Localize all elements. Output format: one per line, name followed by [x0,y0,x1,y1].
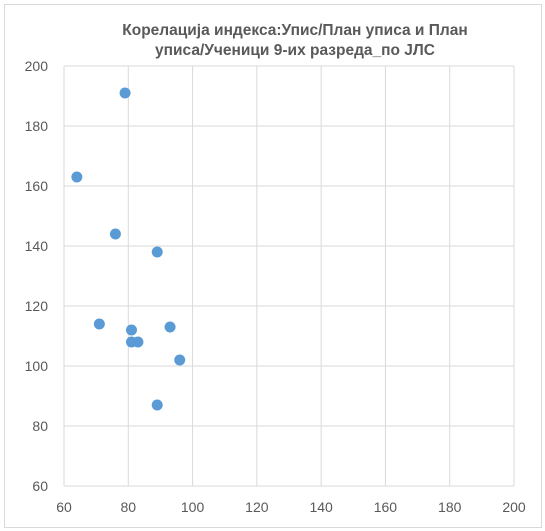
y-tick-label: 120 [25,298,49,314]
y-tick-label: 160 [25,178,49,194]
data-point [174,354,186,366]
x-tick-label: 200 [502,499,526,515]
data-point [93,318,105,330]
data-point [132,336,144,348]
x-tick-label: 80 [120,499,136,515]
y-tick-label: 80 [32,418,48,434]
x-tick-label: 60 [56,499,72,515]
x-tick-label: 140 [309,499,333,515]
x-tick-label: 180 [438,499,462,515]
chart-title-line-2: уписа/Ученици 9-их разреда_по ЈЛС [155,42,435,59]
data-point [126,324,137,336]
y-tick-label: 140 [25,238,49,254]
y-tick-label: 60 [32,478,48,494]
data-point [164,321,176,333]
x-tick-label: 160 [374,499,398,515]
gridlines [63,65,515,487]
chart-title-line-1: Корелација индекса:Упис/План уписа и Пла… [122,22,468,39]
data-point [109,228,121,240]
x-axis-tick-labels: 60 80 100 120 140 160 180 200 [56,499,526,515]
x-tick-label: 100 [181,499,205,515]
data-point [151,246,163,258]
data-points [71,87,186,411]
chart-title: Корелација индекса:Упис/План уписа и Пла… [60,21,530,61]
data-point [71,171,83,183]
data-point [119,87,131,99]
y-tick-label: 200 [25,58,49,74]
y-tick-label: 100 [25,358,49,374]
y-tick-label: 180 [25,118,49,134]
x-tick-label: 120 [245,499,269,515]
chart-area [4,4,542,528]
data-point [151,399,163,411]
y-axis-tick-labels: 60 80 100 120 140 160 180 200 [25,58,49,494]
